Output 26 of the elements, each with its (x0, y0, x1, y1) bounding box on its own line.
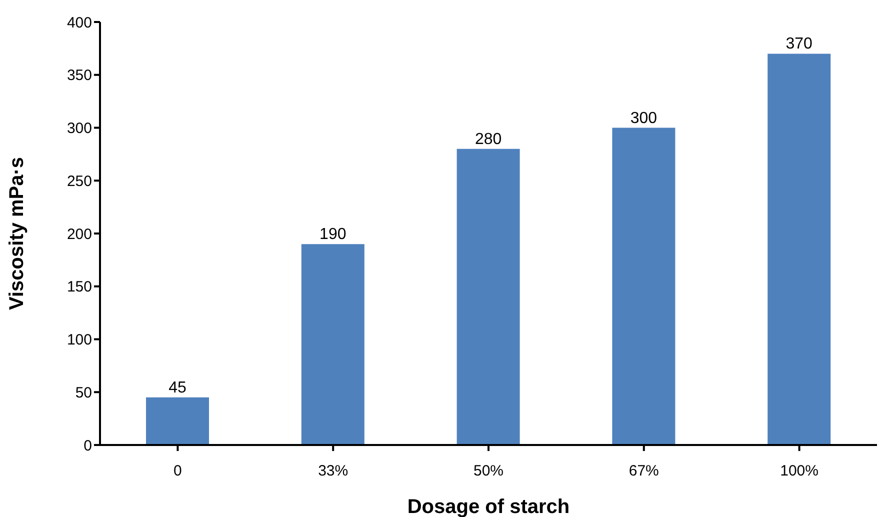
y-tick-label: 150 (66, 278, 92, 296)
y-tick-label: 350 (66, 67, 92, 84)
x-tick-label: 100% (780, 462, 818, 480)
bar (612, 128, 676, 445)
data-label: 190 (320, 226, 346, 244)
y-tick-label: 0 (84, 437, 92, 454)
x-tick-label: 67% (628, 462, 659, 480)
x-axis-title: Dosage of starch (407, 496, 570, 517)
y-tick-label: 200 (66, 226, 92, 243)
bar (456, 148, 520, 445)
x-tick-label: 0 (174, 462, 182, 480)
data-label: 45 (168, 379, 186, 396)
y-tick-label: 50 (75, 384, 92, 402)
x-tick-label: 50% (473, 462, 504, 480)
bar (301, 244, 364, 445)
y-axis-title: Viscosity mPa·s (6, 156, 28, 310)
y-tick-label: 400 (66, 14, 92, 32)
data-label: 300 (630, 110, 658, 127)
data-label: 280 (474, 130, 502, 148)
y-tick-label: 300 (66, 120, 92, 138)
bar (146, 397, 209, 445)
y-tick-label: 250 (66, 172, 92, 190)
x-tick-label: 33% (318, 462, 348, 480)
y-tick-label: 100 (66, 332, 92, 349)
bar (768, 54, 831, 445)
data-label: 370 (786, 36, 813, 53)
